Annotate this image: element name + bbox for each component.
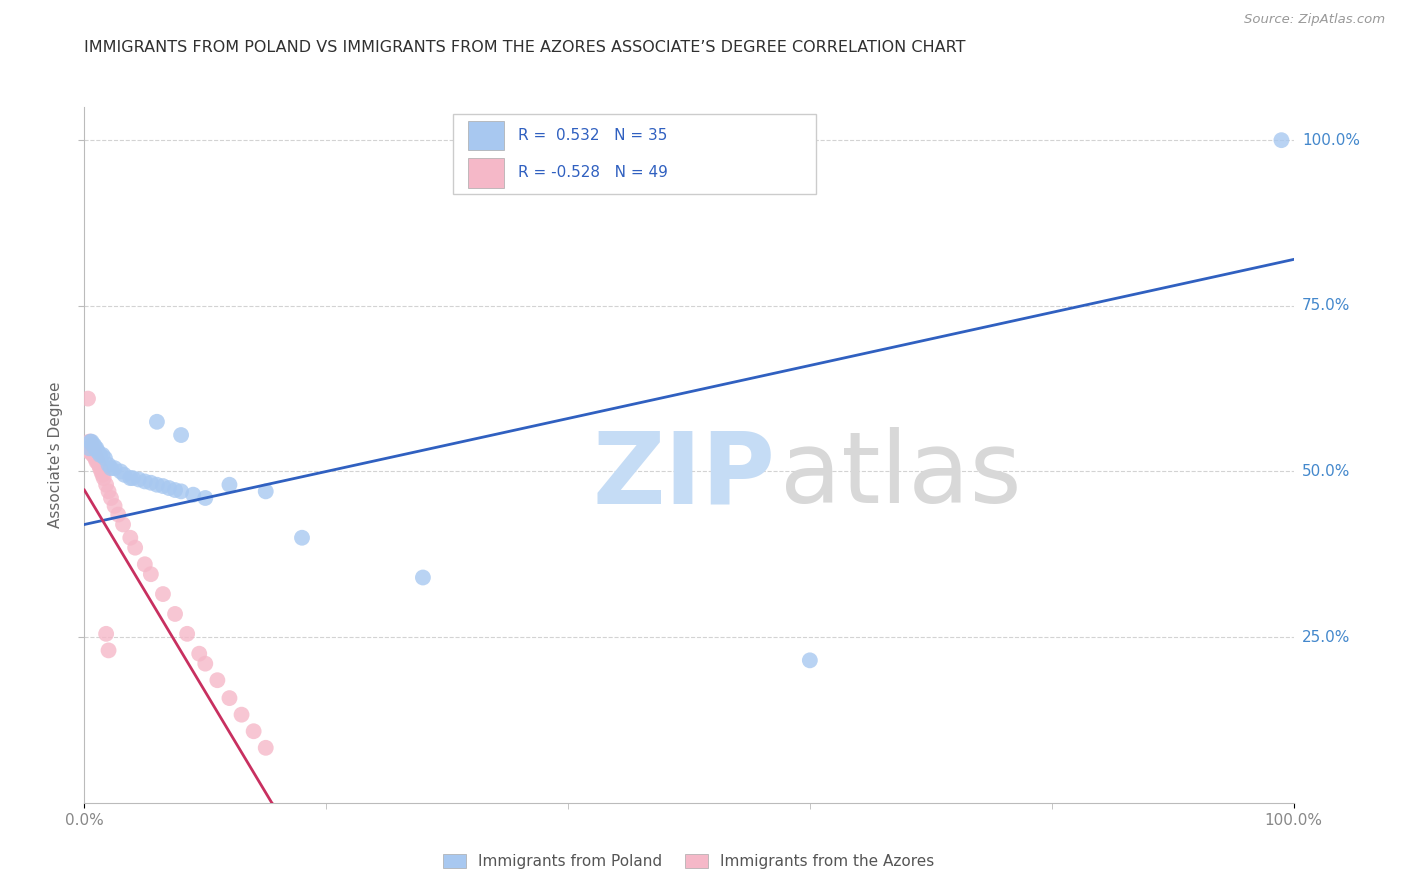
Point bbox=[86, 454, 108, 468]
Point bbox=[124, 541, 146, 555]
FancyBboxPatch shape bbox=[468, 159, 503, 187]
Point bbox=[84, 448, 107, 462]
Point bbox=[139, 567, 162, 582]
Text: IMMIGRANTS FROM POLAND VS IMMIGRANTS FROM THE AZORES ASSOCIATE’S DEGREE CORRELAT: IMMIGRANTS FROM POLAND VS IMMIGRANTS FRO… bbox=[84, 40, 966, 55]
Point bbox=[152, 479, 174, 493]
Point bbox=[90, 465, 112, 479]
Point bbox=[80, 434, 103, 449]
Point bbox=[134, 558, 156, 572]
Point bbox=[218, 477, 240, 491]
Point bbox=[120, 531, 142, 545]
Point bbox=[254, 484, 277, 499]
Point bbox=[100, 461, 122, 475]
Text: R =  0.532   N = 35: R = 0.532 N = 35 bbox=[519, 128, 668, 143]
Point bbox=[77, 438, 100, 452]
Y-axis label: Associate's Degree: Associate's Degree bbox=[48, 382, 63, 528]
Point bbox=[157, 481, 180, 495]
Legend: Immigrants from Poland, Immigrants from the Azores: Immigrants from Poland, Immigrants from … bbox=[437, 848, 941, 875]
Text: Source: ZipAtlas.com: Source: ZipAtlas.com bbox=[1244, 13, 1385, 27]
Point bbox=[80, 442, 103, 456]
Point bbox=[91, 467, 114, 482]
Point bbox=[291, 531, 314, 545]
Text: 75.0%: 75.0% bbox=[1302, 298, 1350, 313]
Point bbox=[82, 438, 104, 452]
Point bbox=[176, 627, 198, 641]
Text: ZIP: ZIP bbox=[592, 427, 775, 524]
Point bbox=[86, 442, 108, 456]
FancyBboxPatch shape bbox=[453, 114, 815, 194]
Point bbox=[163, 483, 186, 497]
Point bbox=[93, 471, 115, 485]
Text: atlas: atlas bbox=[779, 427, 1021, 524]
Point bbox=[86, 451, 108, 466]
Point bbox=[91, 448, 114, 462]
Point bbox=[84, 442, 107, 456]
Point bbox=[86, 454, 108, 468]
Point bbox=[86, 444, 108, 458]
Point bbox=[89, 448, 111, 462]
Text: R = -0.528   N = 49: R = -0.528 N = 49 bbox=[519, 166, 668, 180]
Point bbox=[104, 499, 127, 513]
Point bbox=[194, 657, 217, 671]
Point bbox=[254, 740, 277, 755]
Point bbox=[77, 444, 100, 458]
Point bbox=[112, 467, 135, 482]
Point bbox=[79, 434, 101, 449]
Point bbox=[120, 471, 142, 485]
Point bbox=[80, 446, 103, 460]
Point bbox=[207, 673, 229, 688]
Point bbox=[100, 491, 122, 505]
Point bbox=[188, 647, 211, 661]
Point bbox=[152, 587, 174, 601]
Point bbox=[110, 465, 132, 479]
Point bbox=[77, 434, 100, 449]
Point bbox=[79, 444, 101, 458]
Point bbox=[242, 724, 264, 739]
Point bbox=[77, 442, 100, 456]
Point bbox=[80, 438, 103, 452]
Point bbox=[231, 707, 253, 722]
Point bbox=[218, 691, 240, 706]
Point bbox=[146, 477, 169, 491]
Point bbox=[83, 438, 105, 452]
Point bbox=[121, 471, 143, 485]
Point bbox=[412, 570, 434, 584]
Point bbox=[84, 451, 107, 466]
Point bbox=[94, 477, 117, 491]
Point bbox=[77, 392, 100, 406]
Point bbox=[181, 488, 204, 502]
Point bbox=[82, 444, 104, 458]
Point bbox=[107, 508, 129, 522]
Point bbox=[170, 484, 193, 499]
Point bbox=[97, 643, 120, 657]
Point bbox=[79, 442, 101, 456]
Point bbox=[82, 448, 104, 462]
Point bbox=[112, 517, 135, 532]
Point bbox=[170, 428, 193, 442]
Point bbox=[79, 438, 101, 452]
Point bbox=[83, 444, 105, 458]
Point bbox=[163, 607, 186, 621]
Text: 50.0%: 50.0% bbox=[1302, 464, 1350, 479]
Point bbox=[94, 627, 117, 641]
Point bbox=[94, 451, 117, 466]
FancyBboxPatch shape bbox=[468, 120, 503, 150]
Point bbox=[97, 484, 120, 499]
Point bbox=[79, 434, 101, 449]
Point bbox=[83, 448, 105, 462]
Point bbox=[89, 461, 111, 475]
Point bbox=[97, 458, 120, 472]
Point bbox=[104, 461, 127, 475]
Point bbox=[139, 475, 162, 490]
Point bbox=[134, 475, 156, 489]
Point bbox=[194, 491, 217, 505]
Point bbox=[146, 415, 169, 429]
Point bbox=[82, 442, 104, 456]
Point bbox=[87, 458, 110, 472]
Point bbox=[799, 653, 821, 667]
Point bbox=[128, 472, 150, 486]
Point bbox=[1270, 133, 1292, 147]
Text: 100.0%: 100.0% bbox=[1302, 133, 1360, 148]
Text: 25.0%: 25.0% bbox=[1302, 630, 1350, 645]
